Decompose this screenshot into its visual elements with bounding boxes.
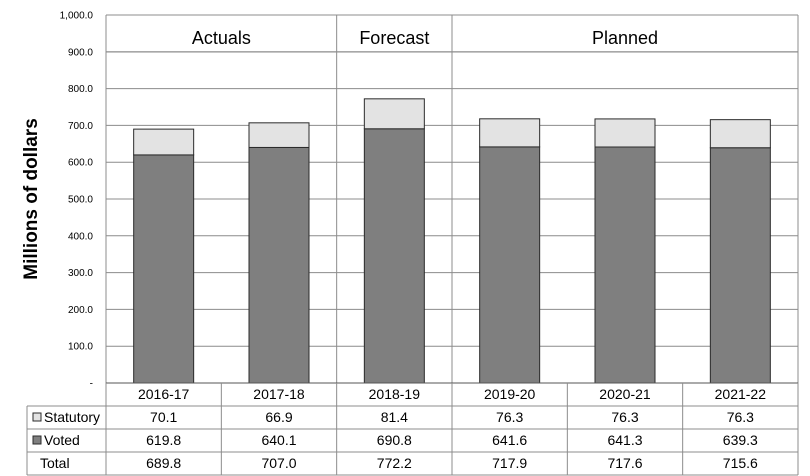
y-tick-label: - xyxy=(90,379,93,390)
data-label: 619.8 xyxy=(146,432,181,448)
y-tick-label: 700.0 xyxy=(68,121,93,132)
category-label: 2021-22 xyxy=(715,386,767,402)
bar-statutory xyxy=(363,98,425,130)
legend-label: Voted xyxy=(44,432,80,448)
y-tick-label: 600.0 xyxy=(68,158,93,169)
period-label: Planned xyxy=(592,28,658,48)
period-label: Actuals xyxy=(192,28,251,48)
data-label: 66.9 xyxy=(265,409,292,425)
y-axis-label: Millions of dollars xyxy=(21,118,42,280)
bar-statutory xyxy=(594,118,656,148)
data-label: 641.3 xyxy=(607,432,642,448)
bar-voted xyxy=(594,146,656,384)
y-tick-label: 1,000.0 xyxy=(60,11,94,22)
data-label: 717.6 xyxy=(607,455,642,471)
legend-swatch-voted xyxy=(32,435,42,445)
data-label: 689.8 xyxy=(146,455,181,471)
total-row-label: Total xyxy=(40,455,70,471)
bar-voted xyxy=(248,146,310,384)
data-label: 715.6 xyxy=(723,455,758,471)
y-tick-label: 800.0 xyxy=(68,84,93,95)
legend-label: Statutory xyxy=(44,409,100,425)
data-label: 640.1 xyxy=(261,432,296,448)
bar-statutory xyxy=(479,118,541,148)
y-tick-label: 900.0 xyxy=(68,47,93,58)
y-tick-label: 100.0 xyxy=(68,342,93,353)
bar-voted xyxy=(363,128,425,384)
data-label: 70.1 xyxy=(150,409,177,425)
bar-statutory xyxy=(709,119,771,149)
bar-voted xyxy=(709,147,771,384)
y-tick-label: 200.0 xyxy=(68,305,93,316)
data-label: 772.2 xyxy=(377,455,412,471)
data-label: 641.6 xyxy=(492,432,527,448)
data-label: 717.9 xyxy=(492,455,527,471)
category-label: 2018-19 xyxy=(369,386,421,402)
y-tick-label: 500.0 xyxy=(68,195,93,206)
bar-statutory xyxy=(248,122,310,148)
bar-voted xyxy=(479,146,541,384)
bar-voted xyxy=(133,154,195,384)
data-label: 690.8 xyxy=(377,432,412,448)
bar-statutory xyxy=(133,128,195,156)
data-label: 639.3 xyxy=(723,432,758,448)
legend-swatch-statutory xyxy=(32,412,42,422)
period-label: Forecast xyxy=(359,28,429,48)
category-label: 2016-17 xyxy=(138,386,190,402)
category-label: 2019-20 xyxy=(484,386,536,402)
data-label: 76.3 xyxy=(727,409,754,425)
y-tick-label: 300.0 xyxy=(68,268,93,279)
data-label: 81.4 xyxy=(381,409,408,425)
data-label: 76.3 xyxy=(611,409,638,425)
data-label: 76.3 xyxy=(496,409,523,425)
data-label: 707.0 xyxy=(261,455,296,471)
category-label: 2020-21 xyxy=(599,386,651,402)
y-tick-label: 400.0 xyxy=(68,231,93,242)
category-label: 2017-18 xyxy=(253,386,305,402)
